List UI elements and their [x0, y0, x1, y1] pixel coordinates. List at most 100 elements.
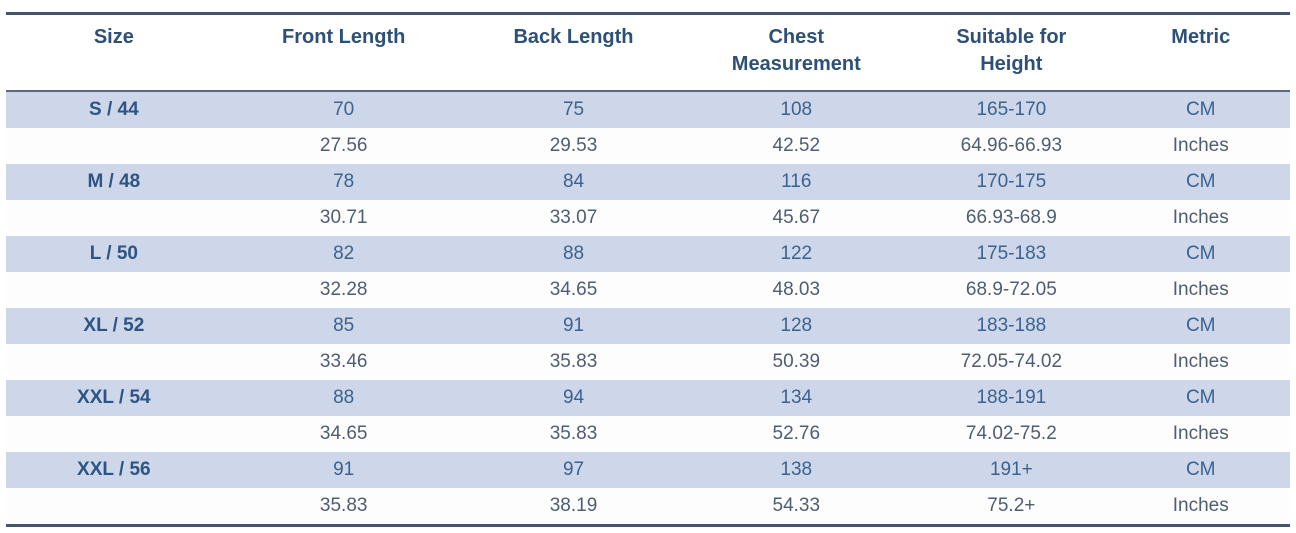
cell-chest-measurement: 54.33 [681, 488, 912, 526]
table-row: 35.83 38.19 54.33 75.2+ Inches [6, 488, 1290, 526]
header-label-line2: Height [980, 53, 1043, 75]
cell-metric: CM [1111, 452, 1290, 488]
cell-back-length: 88 [465, 236, 682, 272]
cell-suitable-for-height: 68.9-72.05 [911, 272, 1112, 308]
cell-metric: CM [1111, 91, 1290, 128]
column-header-front-length: Front Length [221, 13, 466, 92]
cell-metric: CM [1111, 380, 1290, 416]
table-row: M / 48 78 84 116 170-175 CM [6, 164, 1290, 200]
cell-front-length: 88 [221, 380, 466, 416]
cell-metric: CM [1111, 236, 1290, 272]
cell-metric: CM [1111, 308, 1290, 344]
cell-back-length: 35.83 [465, 416, 682, 452]
table-row: 33.46 35.83 50.39 72.05-74.02 Inches [6, 344, 1290, 380]
cell-front-length: 27.56 [221, 128, 466, 164]
cell-suitable-for-height: 191+ [911, 452, 1112, 488]
cell-size [6, 272, 222, 308]
table-row: XXL / 56 91 97 138 191+ CM [6, 452, 1290, 488]
cell-suitable-for-height: 183-188 [911, 308, 1112, 344]
column-header-chest-measurement: Chest Measurement [681, 13, 912, 92]
cell-back-length: 38.19 [465, 488, 682, 526]
cell-front-length: 32.28 [221, 272, 466, 308]
cell-back-length: 35.83 [465, 344, 682, 380]
table-row: L / 50 82 88 122 175-183 CM [6, 236, 1290, 272]
cell-back-length: 97 [465, 452, 682, 488]
cell-chest-measurement: 45.67 [681, 200, 912, 236]
cell-suitable-for-height: 74.02-75.2 [911, 416, 1112, 452]
table-row: 27.56 29.53 42.52 64.96-66.93 Inches [6, 128, 1290, 164]
header-label-line2: Measurement [731, 53, 861, 75]
cell-front-length: 35.83 [221, 488, 466, 526]
table-row: 32.28 34.65 48.03 68.9-72.05 Inches [6, 272, 1290, 308]
cell-chest-measurement: 108 [681, 91, 912, 128]
header-label: Metric [1171, 26, 1231, 48]
cell-size: L / 50 [6, 236, 222, 272]
cell-suitable-for-height: 64.96-66.93 [911, 128, 1112, 164]
cell-metric: CM [1111, 164, 1290, 200]
cell-chest-measurement: 42.52 [681, 128, 912, 164]
cell-size [6, 488, 222, 526]
cell-chest-measurement: 50.39 [681, 344, 912, 380]
cell-chest-measurement: 128 [681, 308, 912, 344]
cell-front-length: 91 [221, 452, 466, 488]
cell-back-length: 33.07 [465, 200, 682, 236]
table-row: 34.65 35.83 52.76 74.02-75.2 Inches [6, 416, 1290, 452]
cell-suitable-for-height: 72.05-74.02 [911, 344, 1112, 380]
cell-back-length: 91 [465, 308, 682, 344]
cell-size: XXL / 54 [6, 380, 222, 416]
cell-chest-measurement: 48.03 [681, 272, 912, 308]
size-chart-table: Size Front Length Back Length Chest Meas… [6, 12, 1290, 527]
cell-front-length: 30.71 [221, 200, 466, 236]
header-row: Size Front Length Back Length Chest Meas… [6, 13, 1290, 92]
cell-suitable-for-height: 170-175 [911, 164, 1112, 200]
cell-size: M / 48 [6, 164, 222, 200]
column-header-back-length: Back Length [465, 13, 682, 92]
cell-front-length: 33.46 [221, 344, 466, 380]
table-row: XL / 52 85 91 128 183-188 CM [6, 308, 1290, 344]
cell-front-length: 82 [221, 236, 466, 272]
cell-back-length: 84 [465, 164, 682, 200]
cell-suitable-for-height: 165-170 [911, 91, 1112, 128]
cell-metric: Inches [1111, 416, 1290, 452]
cell-size [6, 344, 222, 380]
cell-size: XXL / 56 [6, 452, 222, 488]
cell-front-length: 78 [221, 164, 466, 200]
column-header-suitable-for-height: Suitable for Height [911, 13, 1112, 92]
table-header: Size Front Length Back Length Chest Meas… [6, 13, 1290, 92]
cell-chest-measurement: 52.76 [681, 416, 912, 452]
table-row: 30.71 33.07 45.67 66.93-68.9 Inches [6, 200, 1290, 236]
cell-back-length: 75 [465, 91, 682, 128]
cell-size [6, 200, 222, 236]
cell-metric: Inches [1111, 488, 1290, 526]
header-label: Chest [768, 26, 825, 48]
column-header-size: Size [6, 13, 222, 92]
cell-chest-measurement: 122 [681, 236, 912, 272]
cell-back-length: 34.65 [465, 272, 682, 308]
cell-size: S / 44 [6, 91, 222, 128]
cell-size [6, 128, 222, 164]
table-body: S / 44 70 75 108 165-170 CM 27.56 29.53 … [6, 91, 1290, 526]
column-header-metric: Metric [1111, 13, 1290, 92]
header-label: Back Length [513, 26, 634, 48]
cell-size [6, 416, 222, 452]
cell-suitable-for-height: 75.2+ [911, 488, 1112, 526]
cell-back-length: 29.53 [465, 128, 682, 164]
cell-metric: Inches [1111, 200, 1290, 236]
cell-suitable-for-height: 66.93-68.9 [911, 200, 1112, 236]
cell-metric: Inches [1111, 128, 1290, 164]
cell-metric: Inches [1111, 272, 1290, 308]
cell-chest-measurement: 116 [681, 164, 912, 200]
cell-size: XL / 52 [6, 308, 222, 344]
cell-chest-measurement: 134 [681, 380, 912, 416]
cell-suitable-for-height: 188-191 [911, 380, 1112, 416]
header-label: Front Length [282, 26, 406, 48]
table-row: S / 44 70 75 108 165-170 CM [6, 91, 1290, 128]
header-label: Suitable for [956, 26, 1067, 48]
cell-front-length: 70 [221, 91, 466, 128]
cell-front-length: 34.65 [221, 416, 466, 452]
cell-front-length: 85 [221, 308, 466, 344]
cell-back-length: 94 [465, 380, 682, 416]
cell-chest-measurement: 138 [681, 452, 912, 488]
cell-suitable-for-height: 175-183 [911, 236, 1112, 272]
header-label: Size [93, 26, 134, 48]
